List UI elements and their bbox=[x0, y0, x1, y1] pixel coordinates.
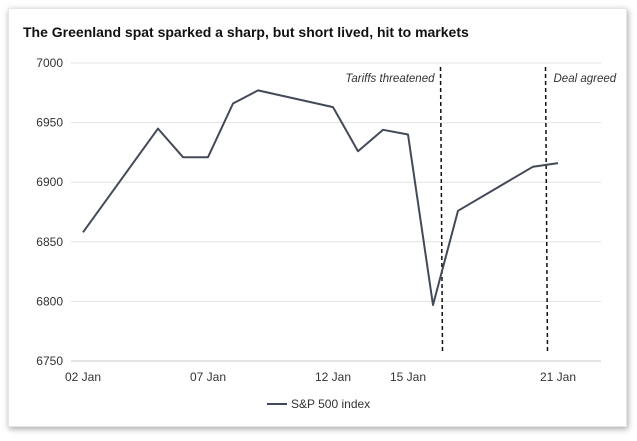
annotation-line bbox=[544, 66, 549, 352]
y-axis: 6750 6800 6850 6900 6950 7000 bbox=[36, 56, 63, 368]
annotations: Tariffs threatened Deal agreed bbox=[345, 66, 617, 352]
y-tick-label: 6800 bbox=[36, 294, 63, 308]
gridlines bbox=[71, 62, 601, 362]
chart-title: The Greenland spat sparked a sharp, but … bbox=[23, 24, 469, 40]
y-tick-label: 6950 bbox=[36, 116, 63, 130]
x-tick-label: 12 Jan bbox=[315, 370, 351, 384]
legend-label: S&P 500 index bbox=[291, 397, 370, 411]
annotation-line bbox=[439, 66, 444, 352]
x-tick-label: 02 Jan bbox=[65, 370, 101, 384]
x-tick-label: 15 Jan bbox=[390, 370, 426, 384]
annotation-label: Tariffs threatened bbox=[345, 73, 435, 85]
y-tick-label: 6750 bbox=[36, 354, 63, 368]
series-group bbox=[82, 89, 559, 306]
line-chart: The Greenland spat sparked a sharp, but … bbox=[23, 24, 617, 411]
x-axis: 02 Jan 07 Jan 12 Jan 15 Jan 21 Jan bbox=[65, 370, 576, 384]
series-line bbox=[82, 89, 559, 306]
legend: S&P 500 index bbox=[267, 397, 370, 411]
annotation-label: Deal agreed bbox=[554, 73, 617, 85]
y-tick-label: 6900 bbox=[36, 175, 63, 189]
chart-card: The Greenland spat sparked a sharp, but … bbox=[8, 8, 627, 427]
x-tick-label: 21 Jan bbox=[540, 370, 576, 384]
x-tick-label: 07 Jan bbox=[190, 370, 226, 384]
y-tick-label: 7000 bbox=[36, 56, 63, 70]
y-tick-label: 6850 bbox=[36, 235, 63, 249]
